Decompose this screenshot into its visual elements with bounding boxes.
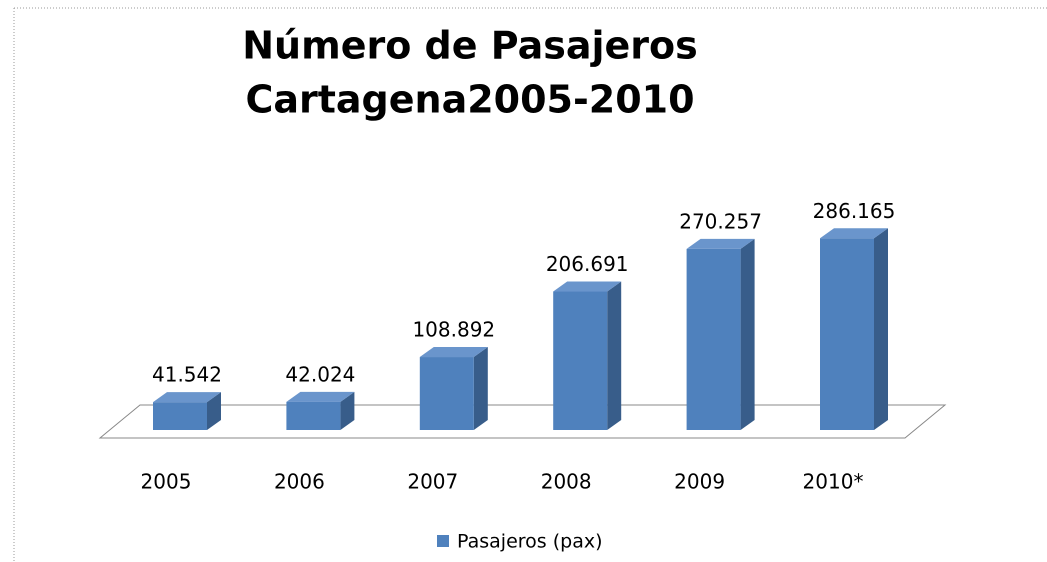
data-label: 108.892 <box>412 318 495 342</box>
x-tick-label: 2009 <box>674 470 725 494</box>
bar <box>820 238 874 430</box>
x-tick-label: 2007 <box>407 470 458 494</box>
x-tick-label: 2005 <box>141 470 192 494</box>
data-label: 206.691 <box>546 252 629 276</box>
bar-top <box>153 392 221 403</box>
bar-side <box>740 238 755 430</box>
legend-label: Pasajeros (pax) <box>457 531 603 553</box>
x-tick-label: 2006 <box>274 470 325 494</box>
bar-top <box>820 228 888 239</box>
bar-top <box>286 391 355 402</box>
data-label: 286.165 <box>813 199 896 223</box>
bar-side <box>874 228 888 430</box>
legend-swatch <box>437 535 449 547</box>
data-label: 42.024 <box>285 362 355 386</box>
bar-top <box>686 238 755 249</box>
data-label: 41.542 <box>152 363 222 387</box>
bar-side <box>340 391 355 430</box>
x-tick-label: 2010* <box>803 470 864 494</box>
chart-subtitle: Cartagena2005-2010 <box>245 78 694 122</box>
bar <box>153 402 207 430</box>
bar <box>419 357 474 430</box>
data-label: 270.257 <box>679 209 762 233</box>
bar-side <box>473 347 488 430</box>
bar-side <box>207 392 221 430</box>
bar <box>286 401 341 430</box>
bar-side <box>607 281 622 430</box>
x-tick-label: 2008 <box>541 470 592 494</box>
chart-title: Número de Pasajeros <box>242 24 698 68</box>
bar <box>686 248 741 430</box>
bar-top <box>553 281 622 292</box>
floor <box>98 404 947 439</box>
bar-top <box>419 347 488 358</box>
bar <box>553 291 608 430</box>
